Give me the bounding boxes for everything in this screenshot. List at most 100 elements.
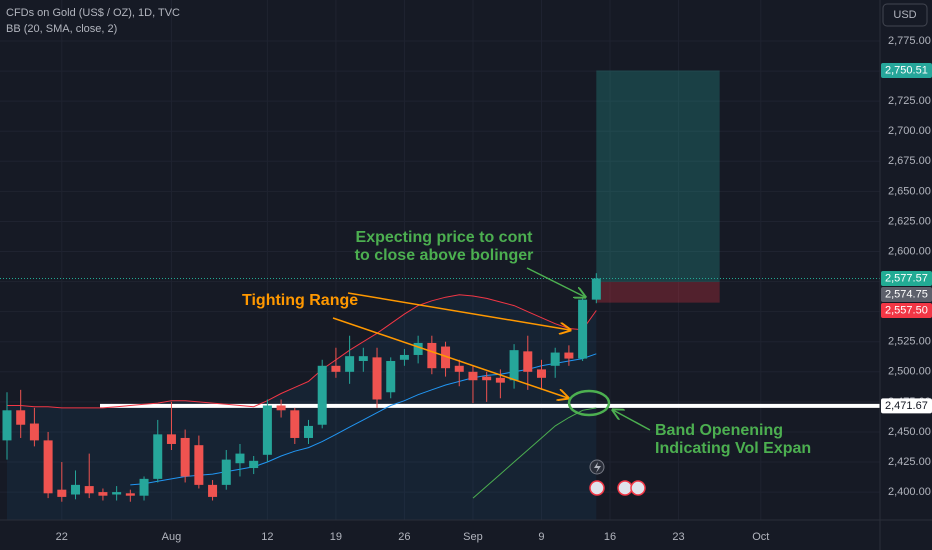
candle-body (98, 492, 108, 496)
y-tick-label: 2,775.00 (888, 35, 931, 47)
flag-icon[interactable] (630, 480, 646, 496)
indicator-label: BB (20, SMA, close, 2) (6, 23, 117, 35)
arrow (526, 267, 585, 297)
candle-body (331, 365, 341, 372)
price-label-bg (881, 271, 932, 287)
arrow (347, 292, 570, 330)
candle-body (153, 434, 163, 479)
price-label-bg (881, 398, 932, 414)
x-tick-label: 26 (398, 531, 410, 543)
x-tick-label: 9 (538, 531, 544, 543)
candle-body (564, 352, 574, 359)
x-tick-label: 19 (330, 531, 342, 543)
highlight-ellipse (567, 389, 611, 417)
candle-body (372, 357, 382, 400)
x-tick-label: 12 (261, 531, 273, 543)
candle-body (454, 365, 464, 372)
band-line (7, 294, 597, 409)
candle-body (536, 369, 546, 378)
price-label-bg (881, 287, 932, 303)
arrow (613, 410, 651, 431)
chart-title: CFDs on Gold (US$ / OZ), 1D, TVC (6, 7, 180, 19)
flag-icon[interactable] (617, 480, 633, 496)
candle-body (482, 376, 492, 381)
candle-body (441, 346, 451, 369)
candle-body (304, 425, 314, 438)
candle-body (509, 350, 519, 381)
candle-body (221, 459, 231, 485)
candle-body (139, 478, 149, 496)
candle-body (591, 278, 601, 300)
candle-body (523, 351, 533, 372)
plot-area (0, 70, 880, 520)
y-tick-label: 2,525.00 (888, 336, 931, 348)
price-label-bg (881, 62, 932, 78)
y-tick-label: 2,625.00 (888, 215, 931, 227)
price-label: 2,557.50 (885, 304, 928, 316)
y-tick-label: 2,450.00 (888, 426, 931, 438)
candle-body (2, 410, 12, 441)
candle-body (71, 484, 81, 495)
x-tick-label: Sep (463, 531, 483, 543)
candle-body (112, 492, 122, 495)
candle-body (495, 377, 505, 383)
currency-label: USD (893, 9, 916, 21)
annotation-text: Tighting Range (242, 292, 358, 309)
annotation-text: Expecting price to cont (356, 229, 534, 246)
candle-body (84, 486, 94, 494)
target-zone (596, 70, 720, 282)
y-tick-label: 2,700.00 (888, 125, 931, 137)
y-tick-label: 2,400.00 (888, 486, 931, 498)
x-tick-label: 16 (604, 531, 616, 543)
y-tick-label: 2,725.00 (888, 95, 931, 107)
x-tick-label: 22 (56, 531, 68, 543)
candle-body (57, 489, 67, 497)
price-label: 2,471.67 (885, 400, 928, 412)
y-tick-label: 2,600.00 (888, 245, 931, 257)
annotation-text: Band Openening (655, 422, 783, 439)
y-tick-label: 2,425.00 (888, 456, 931, 468)
band-line (472, 407, 597, 499)
x-tick-label: Aug (162, 531, 182, 543)
candle-body (427, 342, 437, 369)
grid (0, 0, 880, 520)
candle-body (208, 484, 218, 497)
candle-body (468, 371, 478, 381)
annotation-text: Indicating Vol Expan (655, 440, 811, 457)
x-tick-label: Oct (752, 531, 769, 543)
candle-body (358, 356, 368, 361)
candle-body (180, 437, 190, 477)
arrow (332, 317, 568, 398)
candle-body (578, 299, 588, 359)
lightning-icon (594, 462, 601, 473)
candle-body (345, 356, 355, 372)
candle-body (43, 440, 53, 494)
price-label: 2,574.75 (885, 288, 928, 300)
price-label: 2,577.57 (885, 272, 928, 284)
candle-body (125, 493, 135, 496)
candle-body (235, 453, 245, 464)
candle-body (386, 360, 396, 393)
candle-body (550, 352, 560, 366)
candle-body (29, 423, 39, 441)
candle-body (413, 342, 423, 355)
candle-body (166, 434, 176, 444)
candle-body (276, 405, 286, 411)
flag-icon[interactable] (589, 480, 605, 496)
band-line (130, 353, 597, 486)
annotation-text: to close above bolinger (355, 247, 534, 264)
axis-labels: 2,400.002,425.002,450.002,475.002,500.00… (56, 35, 932, 543)
currency-button[interactable] (882, 3, 928, 27)
x-tick-label: 23 (672, 531, 684, 543)
candle-body (16, 410, 26, 425)
candle-body (194, 445, 204, 485)
candle-body (317, 365, 327, 425)
candle-body (399, 354, 409, 360)
candle-body (262, 405, 272, 455)
y-tick-label: 2,650.00 (888, 185, 931, 197)
candle-body (249, 460, 259, 469)
y-tick-label: 2,500.00 (888, 366, 931, 378)
y-tick-label: 2,675.00 (888, 155, 931, 167)
